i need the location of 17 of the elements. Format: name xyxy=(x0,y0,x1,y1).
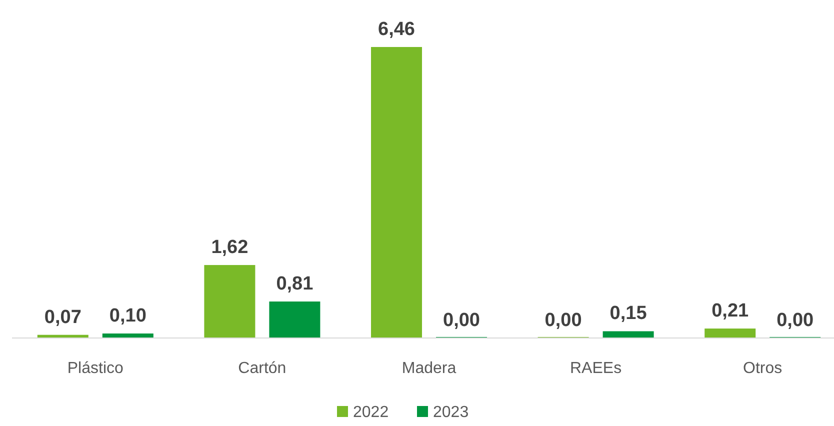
data-label: 6,46 xyxy=(378,19,415,40)
data-label: 0,00 xyxy=(544,310,582,331)
x-tick-label: Madera xyxy=(402,360,456,377)
data-label: 0,07 xyxy=(44,306,82,328)
x-tick-label: Plástico xyxy=(67,360,124,377)
legend-label: 2022 xyxy=(353,404,389,421)
data-label: 0,00 xyxy=(776,310,814,331)
x-tick-label: RAEEs xyxy=(570,360,622,377)
data-label: 0,00 xyxy=(443,310,480,331)
data-label: 0,81 xyxy=(276,274,314,295)
legend-label: 2023 xyxy=(433,404,469,421)
x-tick-label: Cartón xyxy=(238,360,286,377)
data-label: 0,15 xyxy=(610,303,648,324)
data-label: 0,21 xyxy=(712,300,750,322)
x-tick-label: Otros xyxy=(743,360,782,377)
data-label: 0,10 xyxy=(109,305,146,326)
data-label: 1,62 xyxy=(211,237,248,258)
